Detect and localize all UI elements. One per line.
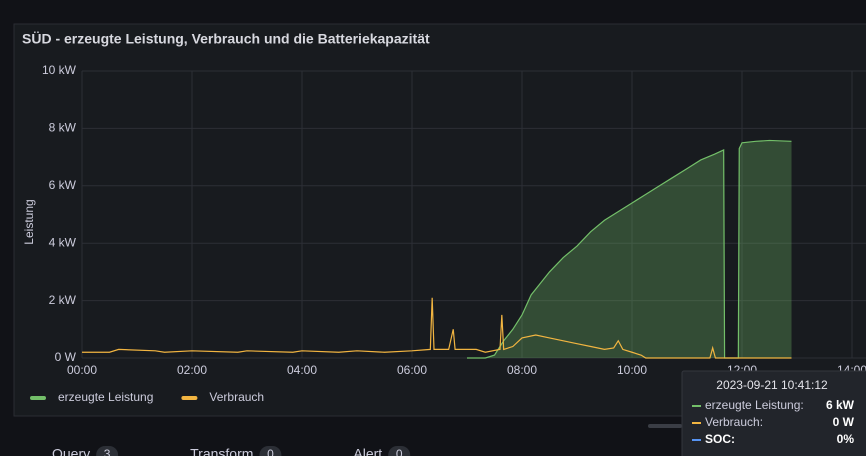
y-tick-label: 0 W — [55, 350, 77, 364]
x-tick-label: 08:00 — [507, 363, 537, 377]
tab-badge — [388, 446, 411, 456]
chart-title: SÜD - erzeugte Leistung, Verbrauch und d… — [22, 31, 430, 47]
legend-label[interactable]: Verbrauch — [209, 390, 264, 404]
tooltip-title: 2023-09-21 10:41:12 — [716, 378, 828, 392]
x-tick-label: 00:00 — [67, 363, 97, 377]
tooltip-box — [681, 370, 866, 456]
scrollbar — [648, 424, 682, 428]
x-tick-label: 02:00 — [177, 363, 207, 377]
tab-count: 0 — [267, 447, 274, 456]
tooltip-label: erzeugte Leistung: — [705, 398, 804, 412]
area-fill — [467, 140, 792, 358]
x-tick-label: 06:00 — [397, 363, 427, 377]
y-tick-label: 8 kW — [49, 121, 77, 135]
y-tick-label: 10 kW — [42, 63, 77, 77]
tooltip-value: 0% — [837, 432, 855, 446]
legend-label[interactable]: erzeugte Leistung — [58, 390, 153, 404]
y-axis-label: Leistung — [22, 199, 36, 244]
x-tick-label: 10:00 — [617, 363, 647, 377]
tab-label[interactable]: Alert — [353, 446, 382, 456]
y-tick-label: 2 kW — [49, 293, 77, 307]
series-line — [82, 297, 792, 359]
tooltip-label: Verbrauch: — [705, 415, 763, 429]
tooltip-label: SOC: — [705, 432, 735, 446]
tab-label[interactable]: Transform — [190, 446, 253, 456]
tooltip-value: 0 W — [833, 415, 855, 429]
tab-label[interactable]: Query — [52, 446, 90, 456]
y-tick-label: 4 kW — [49, 235, 77, 249]
tab-count: 3 — [104, 447, 111, 456]
tab-badge — [259, 446, 282, 456]
tooltip-value: 6 kW — [826, 398, 855, 412]
tab-count: 0 — [396, 447, 403, 456]
tab-badge — [96, 446, 119, 456]
x-tick-label: 04:00 — [287, 363, 317, 377]
y-tick-label: 6 kW — [49, 178, 77, 192]
series-line — [467, 139, 792, 359]
